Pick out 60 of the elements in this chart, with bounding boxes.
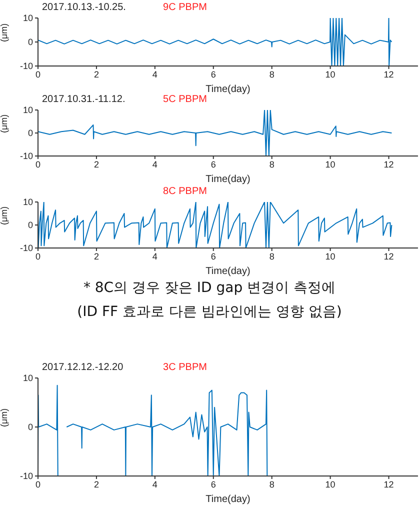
chart-subtitle: 2017.12.12.-12.20 bbox=[42, 362, 124, 373]
x-tick-label: 4 bbox=[152, 251, 158, 262]
y-tick-label: 0 bbox=[28, 422, 33, 432]
x-tick-label: 10 bbox=[325, 159, 336, 170]
x-tick-label: 12 bbox=[384, 251, 394, 262]
chart-title: 8C PBPM bbox=[162, 186, 208, 197]
y-tick-label: 10 bbox=[22, 13, 33, 24]
y-tick-label: 10 bbox=[22, 197, 33, 208]
x-axis-title: Time(day) bbox=[206, 266, 250, 277]
y-tick-label: -10 bbox=[20, 471, 33, 482]
y-tick-label: -10 bbox=[20, 61, 33, 72]
y-tick-label: 10 bbox=[22, 373, 33, 384]
line-series bbox=[38, 110, 392, 156]
x-tick-label: 2 bbox=[94, 69, 99, 80]
x-axis-title: Time(day) bbox=[206, 84, 250, 95]
x-tick-label: 0 bbox=[35, 479, 41, 490]
x-tick-label: 4 bbox=[152, 69, 158, 80]
x-tick-label: 6 bbox=[210, 159, 216, 170]
line-series bbox=[38, 18, 392, 66]
x-tick-label: 8 bbox=[269, 159, 274, 170]
x-tick-label: 0 bbox=[35, 251, 41, 262]
x-tick-label: 12 bbox=[384, 159, 394, 170]
x-tick-label: 8 bbox=[269, 479, 274, 490]
x-tick-label: 2 bbox=[94, 251, 99, 262]
text: * 8C의 경우 잦은 ID gap 변경이 측정에 bbox=[82, 279, 337, 298]
y-tick-label: 10 bbox=[22, 105, 33, 116]
y-tick-label: 0 bbox=[28, 220, 33, 230]
y-tick-label: 0 bbox=[28, 37, 33, 48]
x-axis-title: Time(day) bbox=[206, 174, 250, 185]
x-tick-label: 0 bbox=[35, 159, 41, 170]
x-tick-label: 8 bbox=[269, 69, 274, 80]
x-tick-label: 2 bbox=[94, 479, 99, 490]
x-tick-label: 8 bbox=[269, 251, 274, 262]
chart-title: 9C PBPM bbox=[163, 2, 207, 13]
line-series bbox=[38, 202, 392, 248]
chart-subtitle: 2017.10.31.-11.12. bbox=[42, 94, 126, 105]
x-tick-label: 4 bbox=[152, 479, 158, 490]
x-tick-label: 10 bbox=[325, 69, 336, 80]
chart-title: 5C PBPM bbox=[163, 94, 207, 105]
x-tick-label: 6 bbox=[210, 69, 216, 80]
x-tick-label: 10 bbox=[325, 251, 336, 262]
x-tick-label: 12 bbox=[384, 69, 394, 80]
x-tick-label: 6 bbox=[210, 251, 216, 262]
y-axis-title: (μm) bbox=[0, 23, 10, 42]
chart-subtitle: 2017.10.13.-10.25. bbox=[42, 2, 126, 13]
x-tick-label: 2 bbox=[94, 159, 99, 170]
y-tick-label: -10 bbox=[20, 243, 33, 254]
y-axis-title: (μm) bbox=[0, 206, 10, 225]
x-tick-label: 12 bbox=[384, 479, 394, 490]
y-tick-label: -10 bbox=[20, 151, 33, 162]
x-tick-label: 10 bbox=[325, 479, 336, 490]
y-axis-title: (μm) bbox=[0, 408, 10, 427]
chart-title: 3C PBPM bbox=[163, 362, 207, 373]
x-tick-label: 6 bbox=[210, 479, 216, 490]
x-tick-label: 0 bbox=[35, 69, 41, 80]
x-tick-label: 4 bbox=[152, 159, 158, 170]
text: (ID FF 효과로 다른 빔라인에는 영향 없음) bbox=[76, 303, 343, 322]
y-axis-title: (μm) bbox=[0, 114, 10, 133]
y-tick-label: 0 bbox=[28, 128, 33, 138]
x-axis-title: Time(day) bbox=[206, 494, 250, 505]
